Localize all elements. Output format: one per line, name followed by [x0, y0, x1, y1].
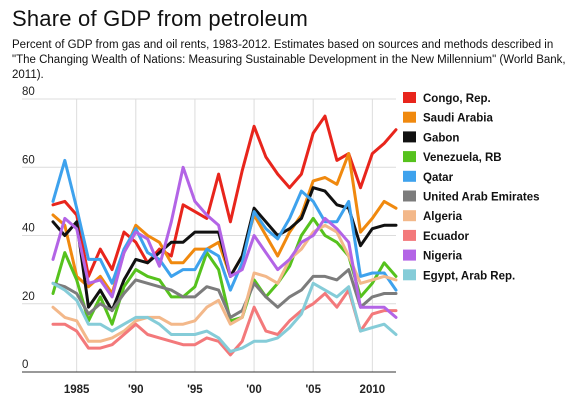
series-line-congo-rep [51, 114, 398, 278]
y-tick-label: 40 [22, 223, 35, 235]
legend-swatch [403, 210, 416, 222]
legend-label: Saudi Arabia [423, 113, 493, 125]
legend-label: Ecuador [423, 231, 470, 243]
chart-title: Share of GDP from petroleum [12, 6, 309, 31]
x-tick-label: '95 [187, 384, 203, 396]
series-lines [51, 114, 398, 357]
series-line-nigeria [51, 165, 398, 319]
x-tick-label: '90 [128, 384, 144, 396]
legend-swatch [403, 249, 416, 261]
x-tick-label: 2010 [360, 384, 386, 396]
legend-label: Egypt, Arab Rep. [423, 270, 515, 282]
legend-label: Venezuela, RB [423, 152, 502, 164]
series-line-algeria [51, 223, 398, 343]
x-tick-label: '00 [246, 384, 262, 396]
x-tick-label: '05 [305, 384, 321, 396]
x-axis-ticks: 1985 '90 '95 '00 '05 2010 [64, 384, 385, 396]
legend-label: Algeria [423, 211, 463, 223]
legend-label: Nigeria [423, 251, 463, 263]
chart-subtitle: Percent of GDP from gas and oil rents, 1… [12, 39, 566, 81]
legend-label: Qatar [423, 172, 454, 184]
legend-swatch [403, 92, 416, 103]
legend-swatch [403, 170, 416, 182]
y-axis-ticks: 0 20 40 60 80 [22, 86, 35, 371]
legend-label: Congo, Rep. [423, 93, 491, 105]
y-tick-label: 20 [22, 291, 35, 303]
legend: Congo, Rep. Saudi Arabia Gabon Venezuela, R… [403, 92, 540, 282]
legend-swatch [403, 111, 416, 123]
y-tick-label: 0 [22, 359, 28, 371]
series-line-venezuela-rb [51, 216, 398, 326]
series-line-ecuador [51, 288, 398, 357]
legend-label: United Arab Emirates [423, 192, 540, 204]
series-line-egypt-arab-rep [51, 281, 398, 353]
y-tick-label: 60 [22, 154, 35, 166]
legend-swatch [403, 269, 416, 281]
y-tick-label: 80 [22, 86, 35, 98]
legend-label: Gabon [423, 132, 459, 144]
series-line-qatar [51, 158, 398, 292]
legend-swatch [403, 229, 416, 241]
legend-swatch [403, 190, 416, 202]
x-tick-label: 1985 [64, 384, 90, 396]
series-line-united-arab-emirates [51, 268, 398, 319]
legend-swatch [403, 151, 416, 163]
legend-swatch [403, 131, 416, 143]
